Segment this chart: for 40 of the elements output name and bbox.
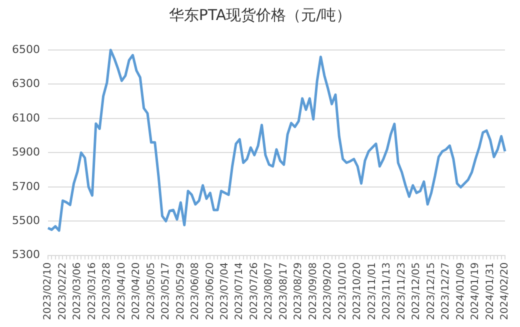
x-tick-label: 2023/03/16 bbox=[86, 262, 98, 320]
x-tick-label: 2023/12/15 bbox=[426, 262, 437, 320]
x-tick-label: 2023/02/10 bbox=[42, 262, 54, 320]
x-tick-label: 2023/11/01 bbox=[366, 262, 378, 320]
x-tick-label: 2023/05/29 bbox=[175, 262, 186, 320]
x-tick-label: 2023/08/29 bbox=[293, 262, 304, 320]
x-tick-label: 2023/10/20 bbox=[352, 262, 364, 320]
x-tick-label: 2023/04/20 bbox=[131, 262, 142, 320]
x-tick-label: 2023/07/26 bbox=[248, 262, 260, 320]
y-tick-label: 5900 bbox=[12, 146, 40, 159]
x-tick-label: 2023/07/04 bbox=[219, 262, 230, 320]
x-tick-label: 2023/03/06 bbox=[72, 262, 84, 320]
x-tick-label: 2023/11/23 bbox=[396, 262, 408, 320]
x-tick-label: 2023/06/20 bbox=[204, 262, 216, 320]
x-tick-label: 2023/06/08 bbox=[190, 262, 202, 320]
x-tick-label: 2023/12/05 bbox=[411, 262, 422, 320]
x-tick-label: 2023/09/20 bbox=[322, 262, 334, 320]
y-tick-label: 5500 bbox=[12, 214, 40, 227]
x-tick-label: 2023/07/14 bbox=[234, 262, 246, 320]
x-tick-label: 2023/02/22 bbox=[57, 262, 68, 320]
y-tick-label: 6300 bbox=[12, 77, 40, 90]
x-tick-label: 2024/02/20 bbox=[500, 262, 511, 320]
x-tick-label: 2023/03/28 bbox=[102, 262, 113, 320]
x-tick-label: 2024/01/09 bbox=[455, 262, 466, 320]
x-tick-label: 2023/11/13 bbox=[382, 262, 393, 320]
x-tick-label: 2023/08/17 bbox=[278, 262, 290, 320]
x-tick-label: 2023/09/08 bbox=[308, 262, 319, 320]
x-tick-label: 2024/01/31 bbox=[484, 262, 496, 320]
x-tick-label: 2023/05/17 bbox=[160, 262, 172, 320]
x-tick-label: 2023/08/07 bbox=[264, 262, 275, 320]
x-tick-label: 2023/05/05 bbox=[146, 262, 157, 320]
x-tick-label: 2024/01/19 bbox=[470, 262, 482, 320]
y-tick-label: 5300 bbox=[12, 248, 40, 262]
y-tick-label: 6100 bbox=[12, 111, 40, 124]
chart-title: 华东PTA现货价格（元/吨） bbox=[168, 6, 352, 25]
x-tick-label: 2023/10/10 bbox=[337, 262, 348, 320]
x-tick-label: 2023/12/27 bbox=[440, 262, 452, 320]
y-tick-label: 6500 bbox=[12, 42, 40, 56]
x-tick-label: 2023/04/10 bbox=[116, 262, 128, 320]
y-tick-label: 5700 bbox=[12, 180, 40, 193]
